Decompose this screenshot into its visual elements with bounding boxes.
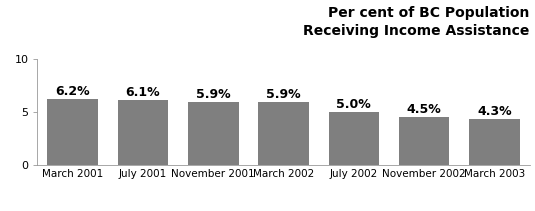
Text: 5.9%: 5.9% [196, 88, 231, 101]
Bar [469, 119, 520, 165]
Bar [258, 102, 309, 165]
Text: 4.3%: 4.3% [477, 105, 512, 118]
Text: 5.9%: 5.9% [266, 88, 301, 101]
Text: Per cent of BC Population
Receiving Income Assistance: Per cent of BC Population Receiving Inco… [303, 6, 530, 38]
Bar [47, 99, 98, 165]
Text: 6.1%: 6.1% [126, 86, 160, 99]
Text: 6.2%: 6.2% [55, 85, 90, 98]
Bar [188, 102, 239, 165]
Bar [399, 117, 449, 165]
Bar [328, 112, 379, 165]
Bar [118, 100, 168, 165]
Text: 4.5%: 4.5% [407, 103, 441, 116]
Text: 5.0%: 5.0% [337, 97, 371, 111]
